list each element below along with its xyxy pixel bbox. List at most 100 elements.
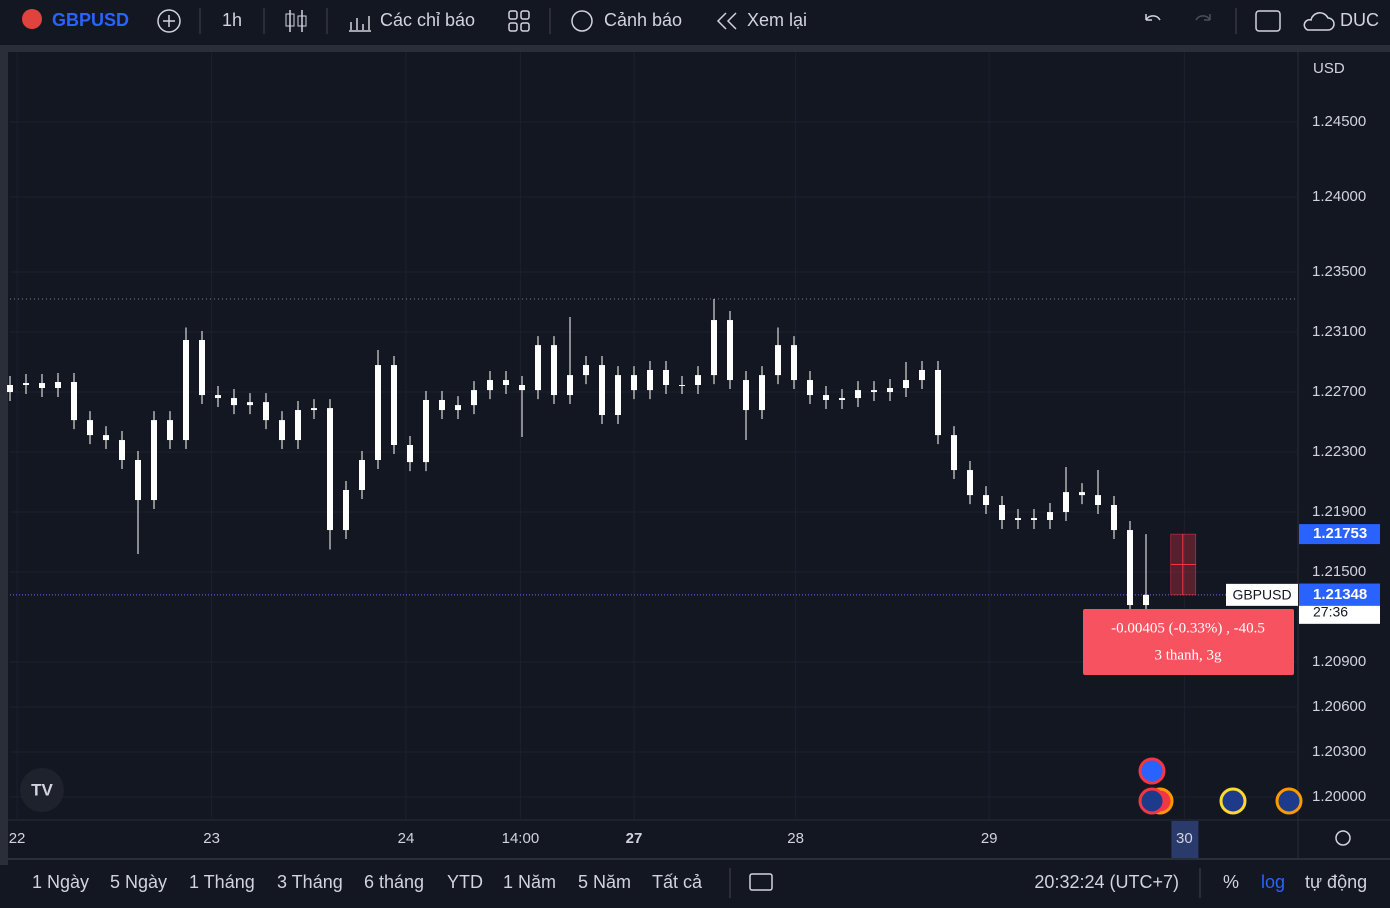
candle-body bbox=[903, 380, 909, 388]
indicators[interactable]: Các chỉ báo bbox=[380, 10, 475, 30]
x-tick-highlight bbox=[1171, 821, 1199, 858]
candle-body bbox=[439, 400, 445, 411]
add-icon bbox=[163, 15, 175, 27]
symbol-flag bbox=[22, 9, 42, 29]
candle-body bbox=[1047, 512, 1053, 520]
range-button[interactable]: 5 Ngày bbox=[110, 872, 167, 892]
candle-body bbox=[535, 345, 541, 391]
candle-body bbox=[983, 495, 989, 505]
separator bbox=[0, 858, 1390, 860]
candle-body bbox=[1063, 492, 1069, 513]
candle-body bbox=[1143, 594, 1149, 606]
settings-icon[interactable] bbox=[1335, 830, 1351, 846]
y-tick-label: 1.20900 bbox=[1312, 653, 1366, 670]
account[interactable]: DUC bbox=[1340, 10, 1379, 30]
chart-type-icon bbox=[297, 15, 307, 27]
candle-body bbox=[487, 380, 493, 391]
candle-body bbox=[311, 408, 317, 411]
candle-body bbox=[743, 380, 749, 411]
toolbar-separators bbox=[199, 8, 1237, 34]
candle-body bbox=[39, 383, 45, 388]
x-tick-label: 29 bbox=[981, 830, 998, 847]
range-button[interactable]: YTD bbox=[447, 872, 483, 892]
candle-body bbox=[55, 382, 61, 388]
range-button[interactable]: 1 Năm bbox=[503, 872, 556, 892]
candle-body bbox=[135, 460, 141, 501]
range-button[interactable]: 1 Ngày bbox=[32, 872, 89, 892]
candle-body bbox=[807, 380, 813, 396]
logo-text: TV bbox=[31, 780, 53, 799]
x-tick-label: 24 bbox=[398, 830, 415, 847]
candle-body bbox=[151, 420, 157, 501]
interval[interactable]: 1h bbox=[222, 10, 242, 30]
currency[interactable]: USD bbox=[1313, 60, 1345, 77]
candle-body bbox=[327, 408, 333, 531]
x-tick-label: 14:00 bbox=[502, 830, 540, 847]
candle-body bbox=[503, 380, 509, 385]
range-button[interactable]: 1 Tháng bbox=[189, 872, 255, 892]
y-tick-label: 1.24500 bbox=[1312, 113, 1366, 130]
last-price-tag-top bbox=[1299, 583, 1380, 606]
candle-body bbox=[23, 383, 29, 385]
alerts[interactable]: Cảnh báo bbox=[604, 10, 682, 30]
range-button[interactable]: 3 Tháng bbox=[277, 872, 343, 892]
candle-body bbox=[87, 420, 93, 436]
countdown: 27:36 bbox=[1313, 604, 1348, 620]
candle-body bbox=[7, 385, 13, 393]
separator bbox=[0, 45, 1390, 52]
y-tick-label: 1.22700 bbox=[1312, 383, 1366, 400]
candle-body bbox=[455, 405, 461, 411]
candle-body bbox=[631, 375, 637, 391]
add-icon[interactable] bbox=[157, 9, 181, 33]
symbol[interactable]: GBPUSD bbox=[52, 10, 129, 30]
y-tick-label: 1.24000 bbox=[1312, 188, 1366, 205]
candle-body bbox=[583, 365, 589, 376]
candle-body bbox=[391, 365, 397, 445]
candle-body bbox=[1079, 492, 1085, 496]
candle-body bbox=[823, 395, 829, 400]
undo-icon[interactable] bbox=[1145, 14, 1161, 21]
candle-body bbox=[599, 365, 605, 415]
candle-body bbox=[567, 375, 573, 396]
candle-body bbox=[263, 402, 269, 421]
auto-toggle[interactable]: tự động bbox=[1305, 872, 1367, 892]
candle-body bbox=[1015, 518, 1021, 520]
plot: 1.20000 1.20300 1.20600 1.20900 1.21500 1.219… bbox=[7, 52, 1380, 858]
range-buttons: 1 Ngày 5 Ngày 1 Tháng 3 Tháng 6 tháng YTD 1 Nă… bbox=[32, 872, 703, 892]
y-tick-label: 1.22300 bbox=[1312, 443, 1366, 460]
x-tick-label: 23 bbox=[203, 830, 220, 847]
redo-icon[interactable] bbox=[1195, 14, 1211, 21]
candle-body bbox=[887, 388, 893, 393]
candle-body bbox=[951, 435, 957, 471]
symbol-tag-label: GBPUSD bbox=[1232, 587, 1291, 603]
last-price-label: 1.21348 bbox=[1313, 586, 1367, 603]
percent-toggle[interactable]: % bbox=[1223, 872, 1239, 892]
candle-body bbox=[231, 398, 237, 406]
range-button[interactable]: 6 tháng bbox=[364, 872, 424, 892]
replay[interactable]: Xem lại bbox=[747, 10, 807, 30]
replay-icon bbox=[716, 12, 737, 30]
candle-body bbox=[727, 320, 733, 381]
range-button[interactable]: 5 Năm bbox=[578, 872, 631, 892]
logo bbox=[20, 768, 64, 812]
y-tick-label: 1.23100 bbox=[1312, 323, 1366, 340]
candle-body bbox=[519, 385, 525, 391]
chart-type-icon bbox=[285, 13, 295, 27]
date-range-icon[interactable] bbox=[749, 873, 773, 891]
y-tick-label: 1.20000 bbox=[1312, 788, 1366, 805]
log-toggle[interactable]: log bbox=[1261, 872, 1285, 892]
y-tick-label: 1.21900 bbox=[1312, 503, 1366, 520]
range-button[interactable]: Tất cả bbox=[652, 872, 703, 892]
layout-icon[interactable] bbox=[508, 10, 530, 32]
candle-body bbox=[119, 440, 125, 460]
candle-body bbox=[1111, 505, 1117, 531]
candle-body bbox=[471, 390, 477, 406]
candle-body bbox=[871, 390, 877, 393]
measure-tooltip bbox=[1083, 609, 1294, 675]
candle-body bbox=[695, 375, 701, 385]
y-tick-label: 1.20600 bbox=[1312, 698, 1366, 715]
fullscreen-icon[interactable] bbox=[1255, 10, 1281, 32]
candle-body bbox=[855, 390, 861, 399]
